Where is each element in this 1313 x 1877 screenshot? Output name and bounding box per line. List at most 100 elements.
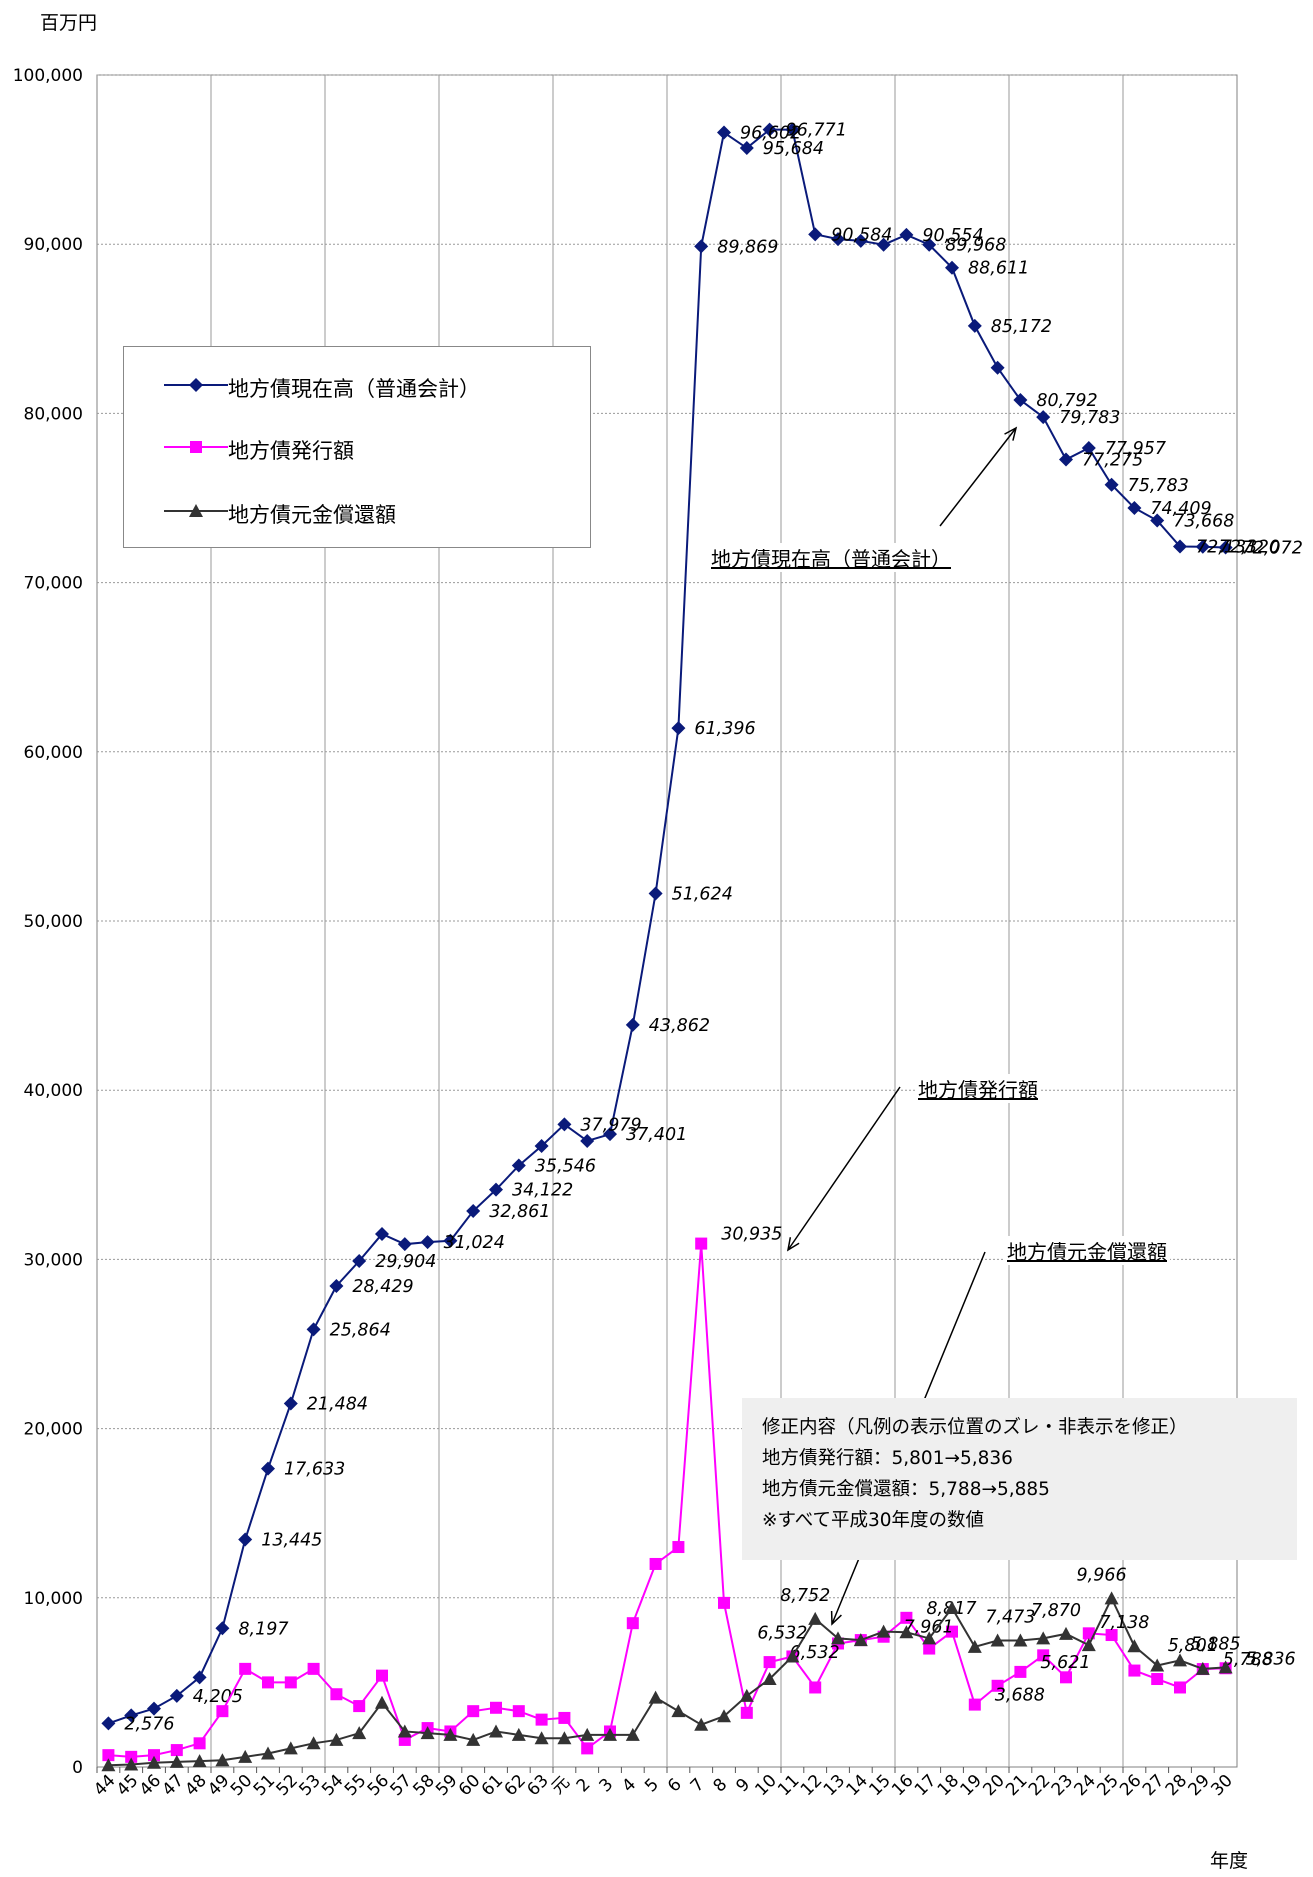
data-point-diamond [1218,540,1233,555]
data-point-square [1128,1664,1141,1677]
y-tick-label: 100,000 [13,66,83,86]
data-point-diamond [671,721,686,736]
note-line-2: 地方債元金償還額：5,788→5,885 [762,1479,1050,1500]
data-point-triangle [1059,1626,1073,1640]
data-point-diamond [808,227,823,242]
x-tick-label: 30 [1207,1771,1236,1800]
y-tick-label: 40,000 [24,1081,83,1101]
data-point-triangle [899,1625,914,1639]
data-label: 21,484 [307,1394,368,1414]
data-point-triangle [511,1727,526,1741]
revision-note: 修正内容（凡例の表示位置のズレ・非表示を修正） 地方債発行額：5,801→5,8… [742,1398,1297,1560]
data-point-square [991,1679,1004,1692]
data-label: 7,138 [1099,1613,1149,1633]
data-point-triangle [785,1649,800,1663]
data-point-triangle [625,1727,640,1741]
data-point-diamond [580,1133,595,1148]
data-point-triangle [283,1741,298,1755]
data-point-diamond [603,1127,617,1142]
y-tick-label: 0 [72,1758,83,1778]
data-point-triangle [876,1624,891,1638]
data-point-diamond [352,1254,367,1269]
data-point-diamond [557,1117,572,1132]
annotation-issued: 地方債発行額 [915,1074,1041,1103]
data-point-square [626,1617,639,1630]
data-point-square [193,1737,206,1750]
data-point-square [170,1744,183,1757]
data-point-triangle [1173,1653,1187,1667]
y-tick-label: 90,000 [24,235,83,255]
data-point-triangle [853,1633,868,1647]
data-point-triangle [420,1726,435,1740]
data-point-diamond [147,1701,161,1716]
data-label: 5,836 [1246,1649,1296,1669]
data-point-triangle [808,1611,823,1625]
data-label: 17,633 [284,1460,345,1480]
data-point-square [1014,1665,1027,1678]
data-point-triangle [397,1724,412,1738]
x-tick-label: 元 [548,1772,574,1798]
data-label: 8,752 [780,1586,830,1606]
data-point-square [581,1742,594,1755]
data-point-diamond [420,1235,435,1250]
data-point-diamond [261,1461,275,1476]
data-point-diamond [1081,440,1096,455]
legend-label-outstanding: 地方債現在高（普通会計） [228,377,480,401]
data-point-triangle [192,1754,207,1768]
data-point-square [512,1705,525,1718]
data-label: 29,904 [375,1252,436,1272]
data-label: 73,668 [1173,512,1234,532]
data-point-square [330,1688,343,1701]
data-point-triangle [352,1726,367,1740]
data-point-square [148,1749,160,1762]
data-point-diamond [375,1227,389,1242]
data-point-triangle [1127,1639,1142,1653]
data-label: 75,783 [1128,476,1189,496]
annotation-arrow-head [830,1610,842,1626]
data-point-triangle [238,1749,253,1763]
data-point-triangle [762,1672,777,1686]
data-point-diamond [101,1716,116,1731]
annotation-arrow-line [939,427,1017,527]
data-label: 9,966 [1077,1565,1127,1585]
data-label: 32,861 [489,1202,550,1222]
data-point-triangle [489,1724,503,1738]
data-point-diamond [443,1233,458,1248]
data-label: 72,120 [1219,538,1280,558]
x-tick-label: 8 [710,1775,732,1797]
data-point-triangle [1195,1661,1210,1675]
legend-item-issued: 地方債発行額 [124,427,584,467]
data-point-square [1060,1671,1072,1684]
x-tick-label: 6 [664,1775,686,1797]
data-point-diamond [215,1621,230,1636]
data-label: 79,783 [1059,408,1120,428]
data-point-triangle [306,1736,321,1750]
data-point-diamond [238,1532,253,1547]
data-point-diamond [1013,392,1028,407]
data-point-diamond [990,360,1005,375]
data-point-diamond [762,122,777,137]
data-point-triangle [990,1633,1005,1647]
data-point-diamond [899,227,914,242]
data-point-triangle [215,1753,230,1767]
data-label: 31,024 [444,1233,505,1253]
data-point-square [763,1656,776,1669]
x-tick-label: 5 [641,1775,663,1797]
data-point-diamond [1036,410,1051,425]
data-point-square [923,1642,936,1655]
data-label: 37,979 [580,1115,641,1135]
data-label: 95,684 [763,139,824,159]
data-point-diamond [511,1158,526,1173]
data-point-triangle [375,1695,389,1709]
data-label: 6,532 [757,1623,807,1643]
note-title: 修正内容（凡例の表示位置のズレ・非表示を修正） [762,1417,1188,1438]
legend-label-issued: 地方債発行額 [228,439,354,463]
data-point-square [1151,1673,1164,1686]
data-point-square [1082,1627,1095,1640]
data-point-square [284,1676,297,1689]
data-point-diamond [192,1670,207,1685]
data-point-triangle [739,1688,754,1702]
data-point-square [376,1669,388,1682]
data-point-diamond [1127,500,1142,515]
data-point-triangle [831,1631,845,1645]
